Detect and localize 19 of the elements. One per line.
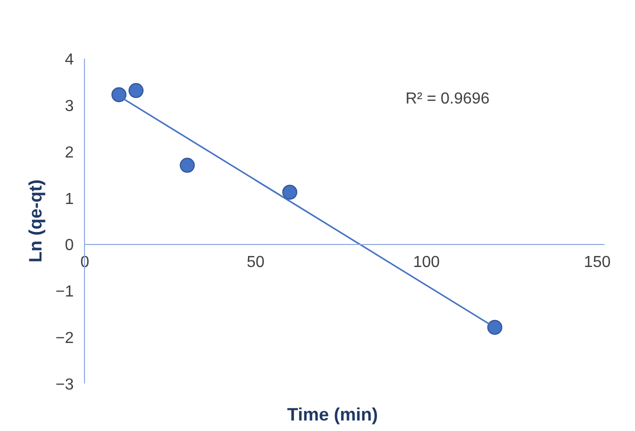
y-tick-label: −3: [56, 376, 74, 394]
y-tick-label: 1: [64, 190, 74, 208]
x-tick-label: 50: [246, 254, 265, 272]
y-tick-label: −1: [56, 284, 74, 301]
y-tick-label: 0: [64, 237, 74, 254]
y-tick-label: 4: [64, 51, 74, 68]
point: [487, 320, 502, 335]
y-axis-title: Ln (qe-qt): [26, 180, 46, 262]
y-tick-label: −2: [56, 330, 74, 348]
point: [180, 158, 195, 173]
x-axis-title: Time (min): [287, 404, 378, 424]
x-tick-label: 100: [413, 254, 440, 272]
y-tick-label: 2: [64, 144, 74, 162]
annotation: R² = 0.9696: [406, 90, 490, 108]
y-tick-label: 3: [64, 98, 74, 115]
point: [111, 87, 126, 102]
point: [282, 184, 298, 200]
x-tick-label: 150: [584, 254, 611, 272]
point: [128, 83, 144, 98]
